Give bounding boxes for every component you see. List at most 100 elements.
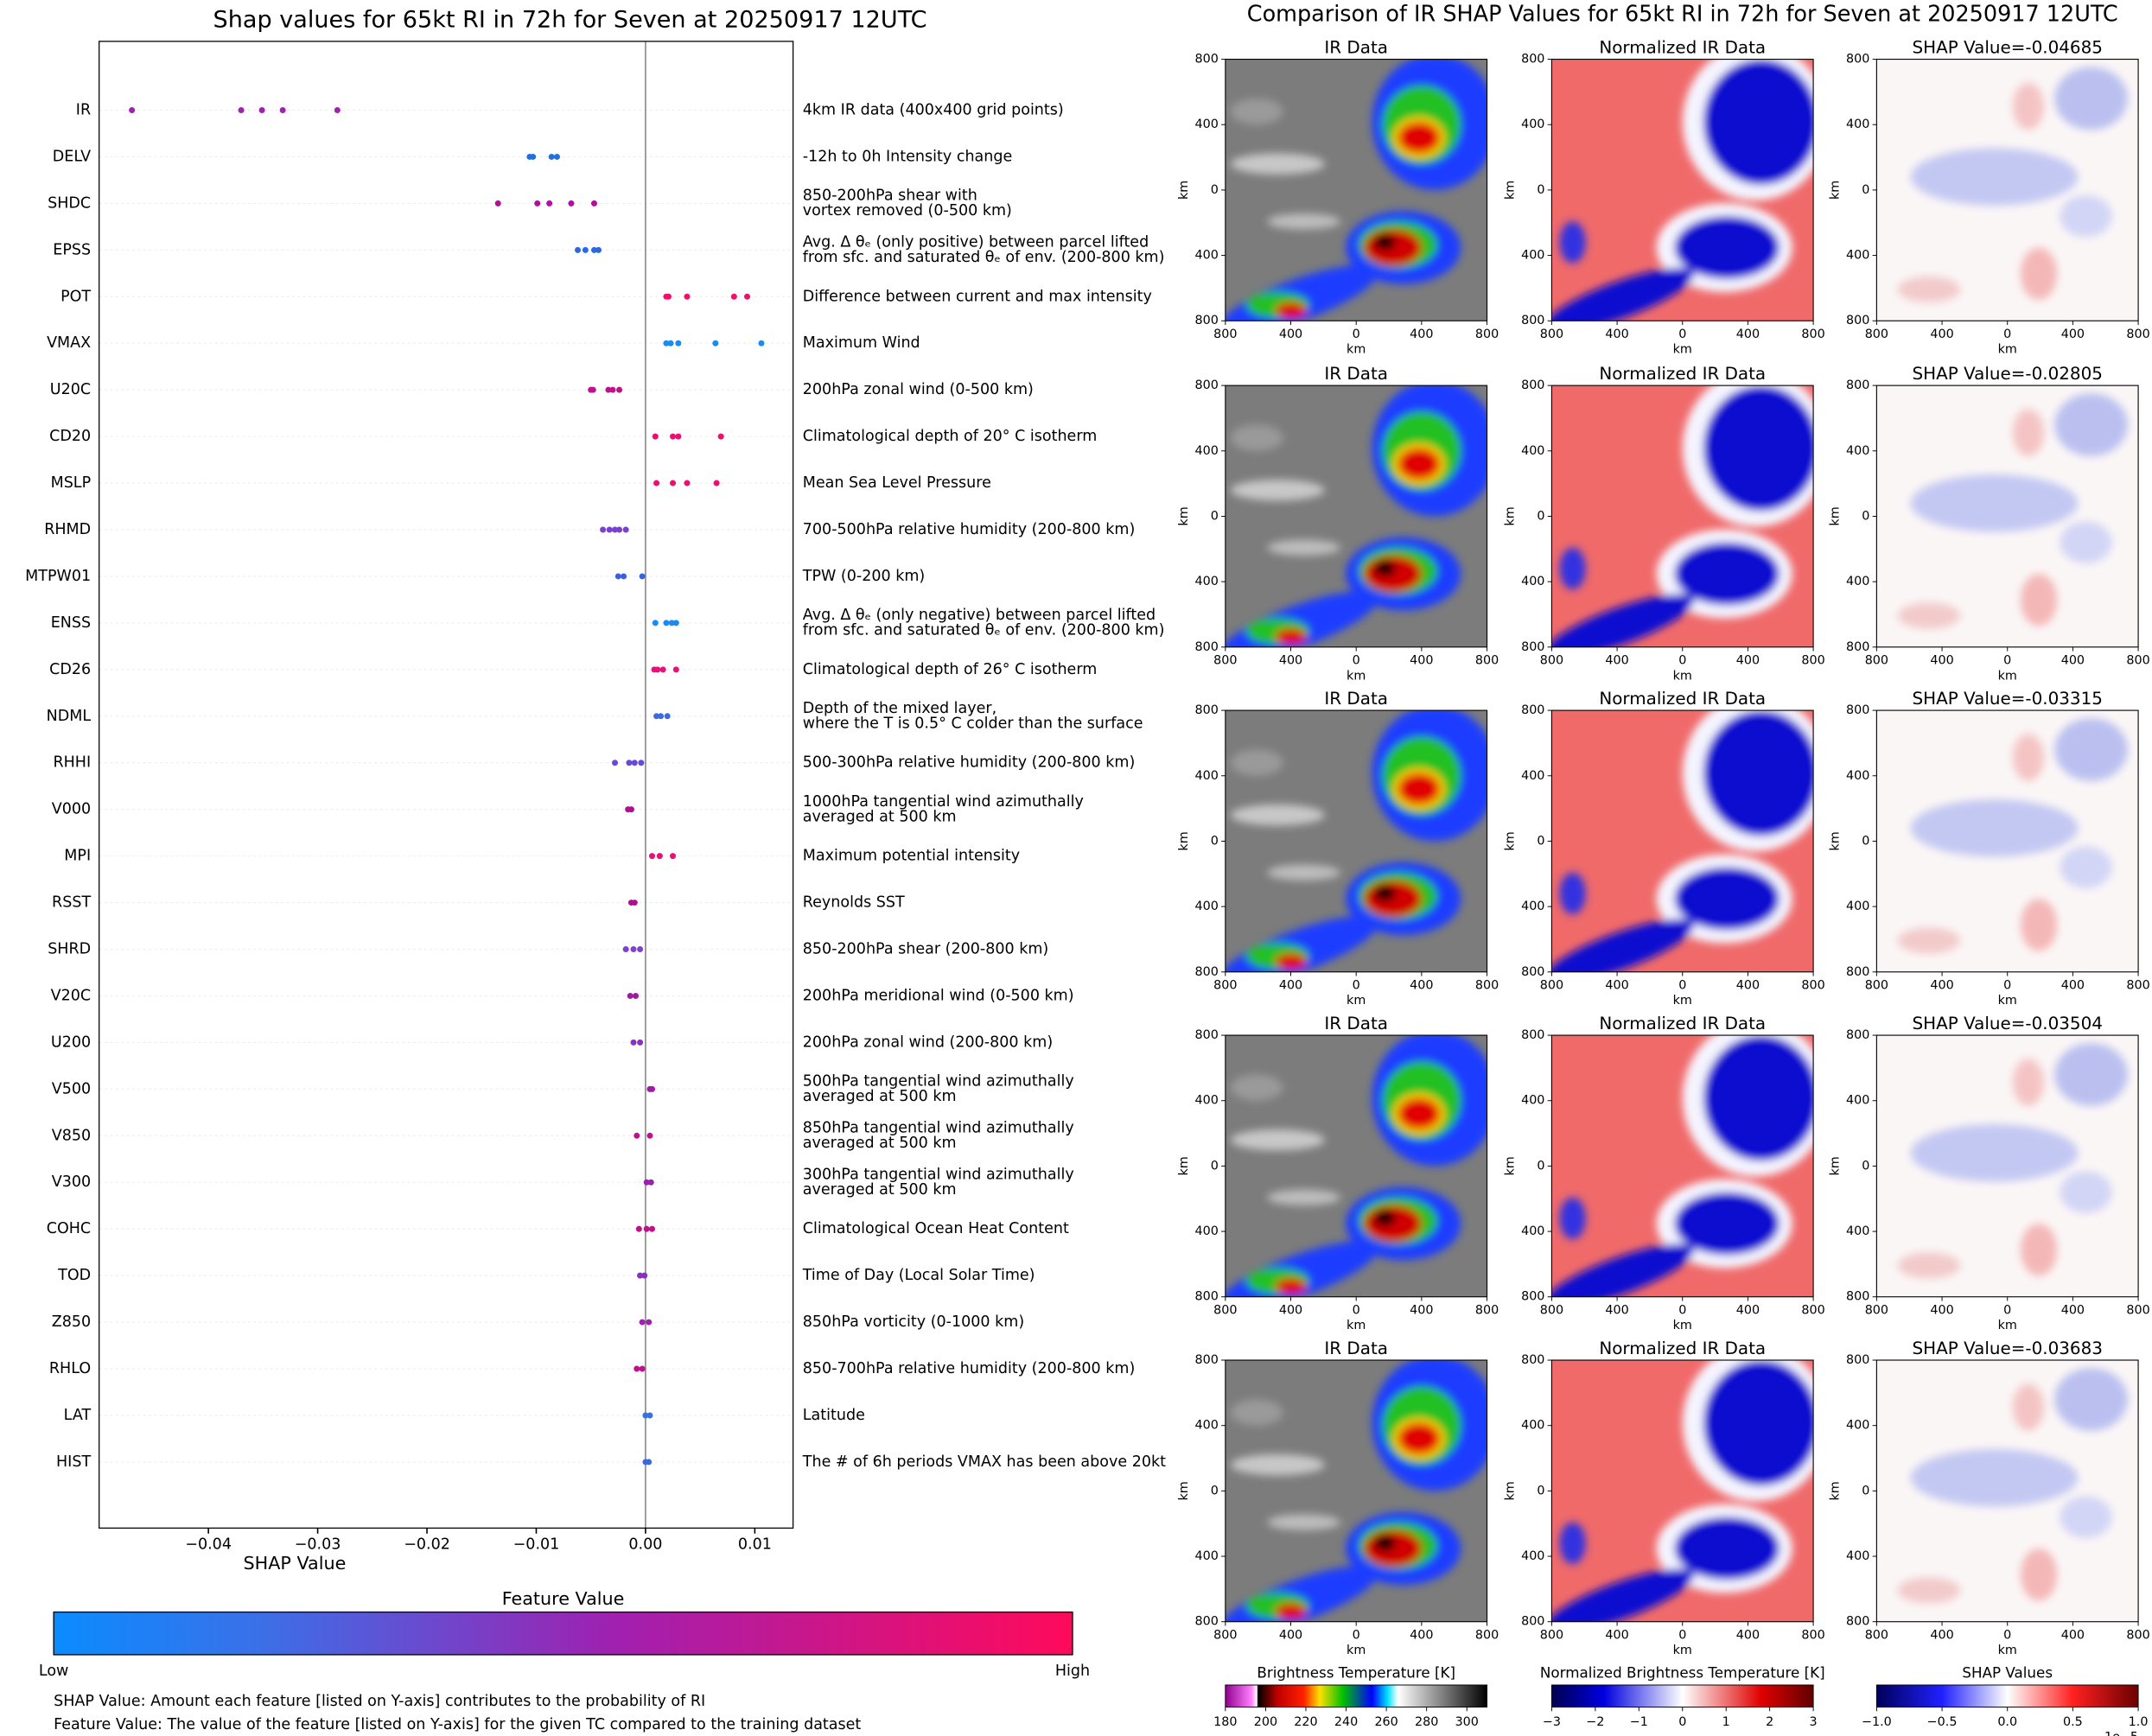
dot	[621, 573, 627, 580]
y-tick-label: 400	[1521, 1224, 1544, 1238]
panel-image	[1876, 385, 2138, 647]
panel-image	[1213, 380, 1497, 674]
colorbar-tick-label: 2	[1766, 1715, 1773, 1729]
x-tick-label: 400	[1605, 1629, 1628, 1643]
feature-name: ENSS	[51, 614, 91, 632]
y-axis-label: km	[1504, 506, 1518, 525]
x-tick-label: 800	[2126, 1304, 2149, 1318]
feature-name: Z850	[52, 1313, 91, 1331]
feature-description: from sfc. and saturated θₑ of env. (200-…	[803, 249, 1165, 266]
dot	[279, 106, 286, 114]
feature-description: Climatological depth of 20° C isotherm	[803, 428, 1098, 445]
x-tick-label: 800	[1801, 979, 1824, 993]
panel-image	[1876, 1360, 2138, 1622]
x-tick-label: 400	[1605, 654, 1628, 668]
dot	[712, 340, 719, 347]
feature-description: Maximum potential intensity	[803, 848, 1020, 865]
dot	[664, 713, 671, 720]
y-tick-label: 400	[1195, 1549, 1219, 1563]
feature-description: 300hPa tangential wind azimuthally	[803, 1166, 1074, 1183]
dot	[643, 1225, 650, 1232]
y-tick-label: 400	[1521, 249, 1544, 263]
dot	[626, 760, 633, 766]
feature-description: Maximum Wind	[803, 334, 920, 352]
feature-name: SHRD	[48, 941, 91, 958]
image-content	[1876, 1035, 2138, 1297]
image-content	[1540, 370, 1830, 671]
x-tick-label: 400	[2061, 327, 2085, 341]
image-content	[1213, 705, 1497, 999]
y-tick-label: 400	[1846, 1094, 1869, 1108]
dot	[641, 1272, 648, 1279]
feature-name: COHC	[47, 1220, 91, 1237]
dot	[258, 106, 265, 114]
y-tick-label: 800	[1521, 640, 1544, 654]
y-tick-label: 800	[1521, 703, 1544, 717]
note: SHAP Value: Amount each feature [listed …	[54, 1693, 705, 1710]
feature-name: V300	[52, 1173, 91, 1191]
x-tick-label: 800	[1540, 1304, 1563, 1318]
panel-image	[1540, 695, 1830, 995]
x-tick-label: 0	[2003, 1629, 2011, 1643]
dot	[637, 1039, 644, 1046]
dot	[634, 1365, 640, 1372]
panel-title: IR Data	[1324, 1014, 1388, 1033]
panel-title: IR Data	[1324, 1339, 1388, 1358]
dot	[612, 760, 619, 766]
x-tick-label: 800	[1540, 1629, 1563, 1643]
x-tick-label: 400	[1736, 1304, 1760, 1318]
colorbar-tick-label: 0	[1678, 1715, 1686, 1729]
colorbar-title: Feature Value	[502, 1588, 625, 1609]
y-tick-label: 0	[1537, 834, 1544, 848]
panel-title: IR Data	[1324, 364, 1388, 384]
dot	[652, 433, 659, 440]
x-axis-label: km	[1998, 343, 2017, 357]
feature-description: 1000hPa tangential wind azimuthally	[803, 793, 1084, 811]
x-tick-label: 800	[1865, 1629, 1888, 1643]
colorbar-tick-label: 180	[1213, 1715, 1237, 1729]
dot	[665, 293, 672, 300]
colorbar-tick-label: 1	[1722, 1715, 1730, 1729]
feature-name: V500	[52, 1080, 91, 1097]
x-axis-label: km	[1347, 1319, 1366, 1332]
x-tick-label: 400	[1410, 1629, 1433, 1643]
y-tick-label: 800	[1521, 1615, 1544, 1629]
x-tick-label: 400	[1736, 1629, 1760, 1643]
y-tick-label: 0	[1862, 1484, 1869, 1498]
y-axis-label: km	[1829, 831, 1843, 850]
plot-frame	[99, 41, 794, 1529]
y-tick-label: 400	[1521, 769, 1544, 783]
x-tick-label: 400	[1930, 979, 1953, 993]
feature-description: where the T is 0.5° C colder than the su…	[803, 715, 1143, 733]
dot	[639, 573, 646, 580]
dot	[630, 946, 637, 953]
x-tick-label: 800	[1213, 1629, 1237, 1643]
x-tick-label: 800	[1540, 654, 1563, 668]
x-tick-label: 400	[1279, 1304, 1302, 1318]
dot	[647, 1179, 654, 1186]
panel-title: SHAP Value=-0.02805	[1913, 364, 2103, 384]
y-tick-label: 400	[1846, 1224, 1869, 1238]
x-tick-label: 0	[2003, 979, 2011, 993]
feature-description: averaged at 500 km	[803, 808, 957, 825]
x-tick-label: −0.04	[185, 1536, 232, 1554]
dot	[663, 620, 670, 626]
x-tick-label: 0	[1353, 1304, 1360, 1318]
y-tick-label: 400	[1521, 1094, 1544, 1108]
dot	[684, 293, 691, 300]
panel-image	[1540, 370, 1830, 671]
panel-image	[1540, 1345, 1830, 1645]
x-tick-label: 800	[1213, 327, 1237, 341]
image-content	[1540, 1020, 1830, 1320]
dot	[631, 760, 638, 766]
y-tick-label: 800	[1521, 1290, 1544, 1304]
x-tick-label: 0	[1678, 1629, 1686, 1643]
x-tick-label: 800	[2126, 979, 2149, 993]
dot	[713, 480, 720, 486]
feature-name: SHDC	[48, 194, 91, 212]
x-tick-label: 0	[1353, 1629, 1360, 1643]
y-axis-label: km	[1504, 1156, 1518, 1175]
x-tick-label: −0.02	[404, 1536, 450, 1554]
panel-title: IR Data	[1324, 689, 1388, 709]
x-tick-label: 800	[1475, 1304, 1499, 1318]
